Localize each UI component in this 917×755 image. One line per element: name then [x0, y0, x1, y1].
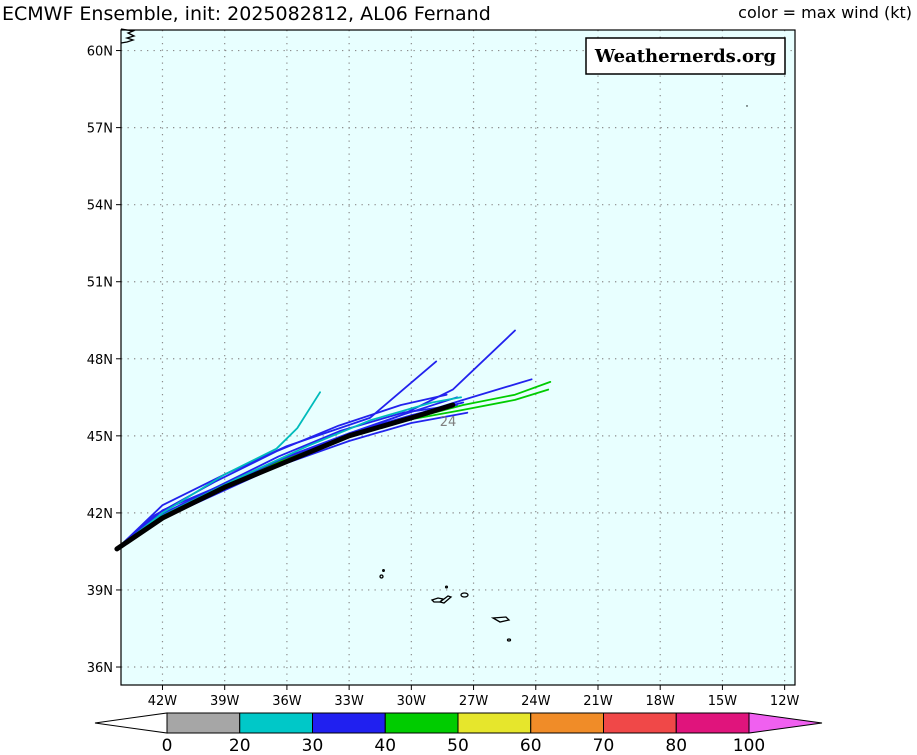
ocean-background [121, 30, 795, 685]
ensemble-member-track-2 [116, 360, 438, 550]
colorbar-segment-4 [457, 712, 532, 734]
colorbar-segment-6 [603, 712, 677, 734]
y-tick-label: 57N [87, 122, 113, 137]
y-tick-label: 48N [87, 353, 113, 368]
landmasses [120, 28, 748, 642]
azores-graciosa-island [444, 585, 449, 589]
colorbar-label: 50 [447, 736, 469, 755]
x-tick-label: 39W [210, 694, 240, 709]
y-tick-label: 60N [87, 45, 113, 60]
azores-pico-island [438, 595, 453, 604]
y-tick-label: 45N [87, 430, 113, 445]
azores-corvo-island [382, 569, 385, 572]
colorbar-label: 30 [302, 736, 324, 755]
longitude-axis: 42W 39W 36W 33W 30W 27W 24W 21W 18W 15W 12W [148, 685, 800, 709]
colorbar-label: 40 [374, 736, 396, 755]
y-tick-label: 36N [87, 661, 113, 676]
watermark-badge: Weathernerds.org [585, 37, 786, 75]
x-tick-label: 27W [459, 694, 489, 709]
ensemble-tracks [114, 329, 552, 552]
colorbar-label: 0 [162, 736, 173, 755]
color-key-note: color = max wind (kt) [738, 3, 912, 22]
colorbar-segment-2 [312, 712, 386, 734]
colorbar-label: 80 [665, 736, 687, 755]
watermark-text: Weathernerds.org [594, 46, 777, 67]
x-tick-label: 24W [521, 694, 551, 709]
azores-flores-island [379, 574, 384, 579]
x-tick-label: 12W [770, 694, 800, 709]
colorbar-segment-5 [530, 712, 604, 734]
latitude-axis: 36N 39N 42N 45N 48N 51N 54N 57N 60N [87, 45, 121, 676]
colorbar-over-arrow [748, 712, 823, 734]
x-tick-label: 33W [334, 694, 364, 709]
chart-title: ECMWF Ensemble, init: 2025082812, AL06 F… [2, 3, 491, 25]
colorbar-segment-1 [239, 712, 313, 734]
y-tick-label: 42N [87, 507, 113, 522]
colorbar-label: 70 [593, 736, 615, 755]
map-frame [120, 29, 796, 686]
x-tick-label: 36W [272, 694, 302, 709]
colorbar-segment-0 [166, 712, 241, 734]
rockall-islet [746, 105, 748, 107]
colorbar-under-arrow [94, 712, 168, 734]
ensemble-member-track-9 [116, 391, 322, 550]
y-tick-label: 51N [87, 276, 113, 291]
azores-santa-maria-island [506, 638, 512, 642]
y-tick-label: 39N [87, 584, 113, 599]
colorbar-label: 20 [229, 736, 251, 755]
x-tick-label: 30W [397, 694, 427, 709]
watermark-box [585, 37, 786, 75]
x-tick-label: 42W [148, 694, 178, 709]
forecast-hour-label: 24 [440, 415, 457, 430]
y-tick-label: 54N [87, 199, 113, 214]
ensemble-mean-track [114, 402, 456, 552]
wind-colorbar: 0 20 30 40 50 60 70 80 100 [94, 712, 823, 755]
colorbar-label: 60 [520, 736, 542, 755]
x-tick-label: 21W [583, 694, 613, 709]
x-tick-label: 18W [645, 694, 675, 709]
colorbar-segment-3 [384, 712, 459, 734]
azores-terceira-island [460, 592, 469, 598]
azores-sao-miguel-island [490, 616, 511, 623]
colorbar-segment-7 [675, 712, 750, 734]
greenland-coast [120, 28, 136, 44]
ensemble-member-track-8 [116, 404, 458, 550]
x-tick-label: 15W [708, 694, 738, 709]
colorbar-label: 100 [733, 736, 765, 755]
